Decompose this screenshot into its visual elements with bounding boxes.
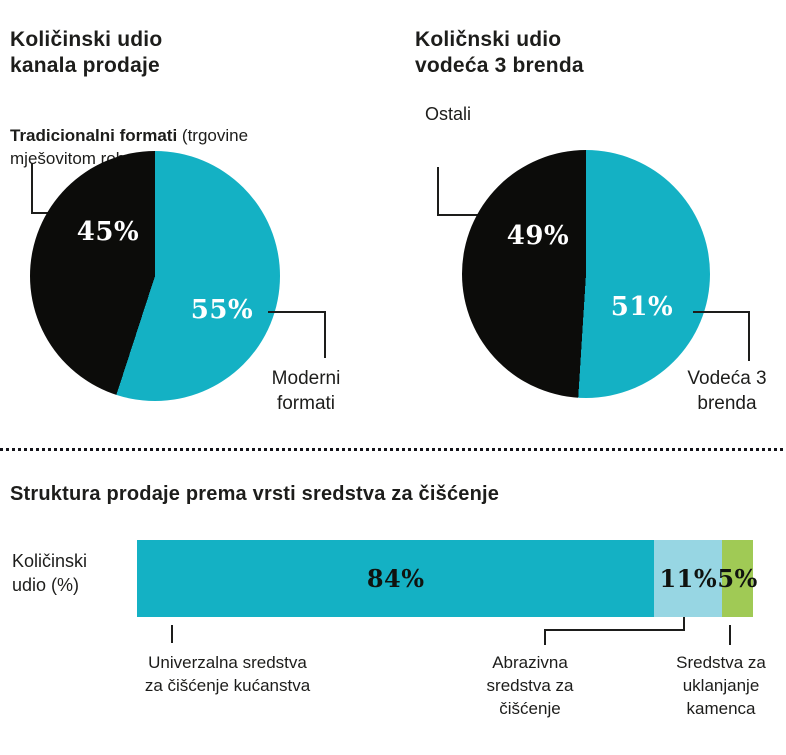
pie1-traditional-percent: 45% (76, 217, 140, 247)
pie1-modern-percent: 55% (190, 295, 254, 325)
bar-segment-limescale: 5% (717, 540, 757, 617)
limescale-products-label: Sredstva za uklanjanje kamenca (676, 653, 766, 718)
leader-line (748, 311, 750, 361)
leader-line (268, 311, 326, 313)
leader-line (693, 311, 750, 313)
leading-brands-title: Količnski udio vodeća 3 brenda (415, 28, 584, 77)
bar-segment-abrasive-percent: 11% (659, 564, 718, 593)
others-label: Ostali (425, 104, 472, 124)
leader-line (31, 163, 33, 214)
bar-segment-universal: 84% (137, 540, 655, 617)
bar-segment-abrasive: 11% (654, 540, 723, 617)
leader-line (437, 214, 481, 216)
sales-channels-title: Količinski udio kanala prodaje (10, 28, 163, 77)
leader-line (437, 167, 439, 216)
leader-line (544, 629, 685, 631)
bar-segment-limescale-percent: 5% (717, 564, 758, 593)
bar-section-title: Struktura prodaje prema vrsti sredstva z… (10, 483, 500, 505)
pie-chart-leading-brands (462, 150, 710, 398)
dotted-separator (0, 448, 786, 451)
bar-segment-universal-percent: 84% (366, 564, 425, 593)
modern-formats-label: Moderni formati (271, 368, 341, 414)
leader-line (171, 625, 173, 643)
leader-line (324, 311, 326, 358)
bar-axis-label: Količinski udio (%) (12, 551, 88, 595)
traditional-formats-label-bold: Tradicionalni formati (10, 126, 178, 145)
pie2-others-percent: 49% (506, 221, 570, 251)
leading-brands-label: Vodeća 3 brenda (687, 368, 767, 414)
pie-chart-sales-channels (30, 151, 280, 401)
pie2-leading-percent: 51% (610, 292, 674, 322)
leader-line (683, 617, 685, 631)
leader-line (729, 625, 731, 645)
universal-products-label: Univerzalna sredstva za čišćenje kućanst… (144, 653, 311, 695)
abrasive-products-label: Abrazivna sredstva za čišćenje (486, 653, 574, 718)
stacked-bar: 84% 11% 5% (137, 540, 757, 617)
leader-line (544, 629, 546, 645)
